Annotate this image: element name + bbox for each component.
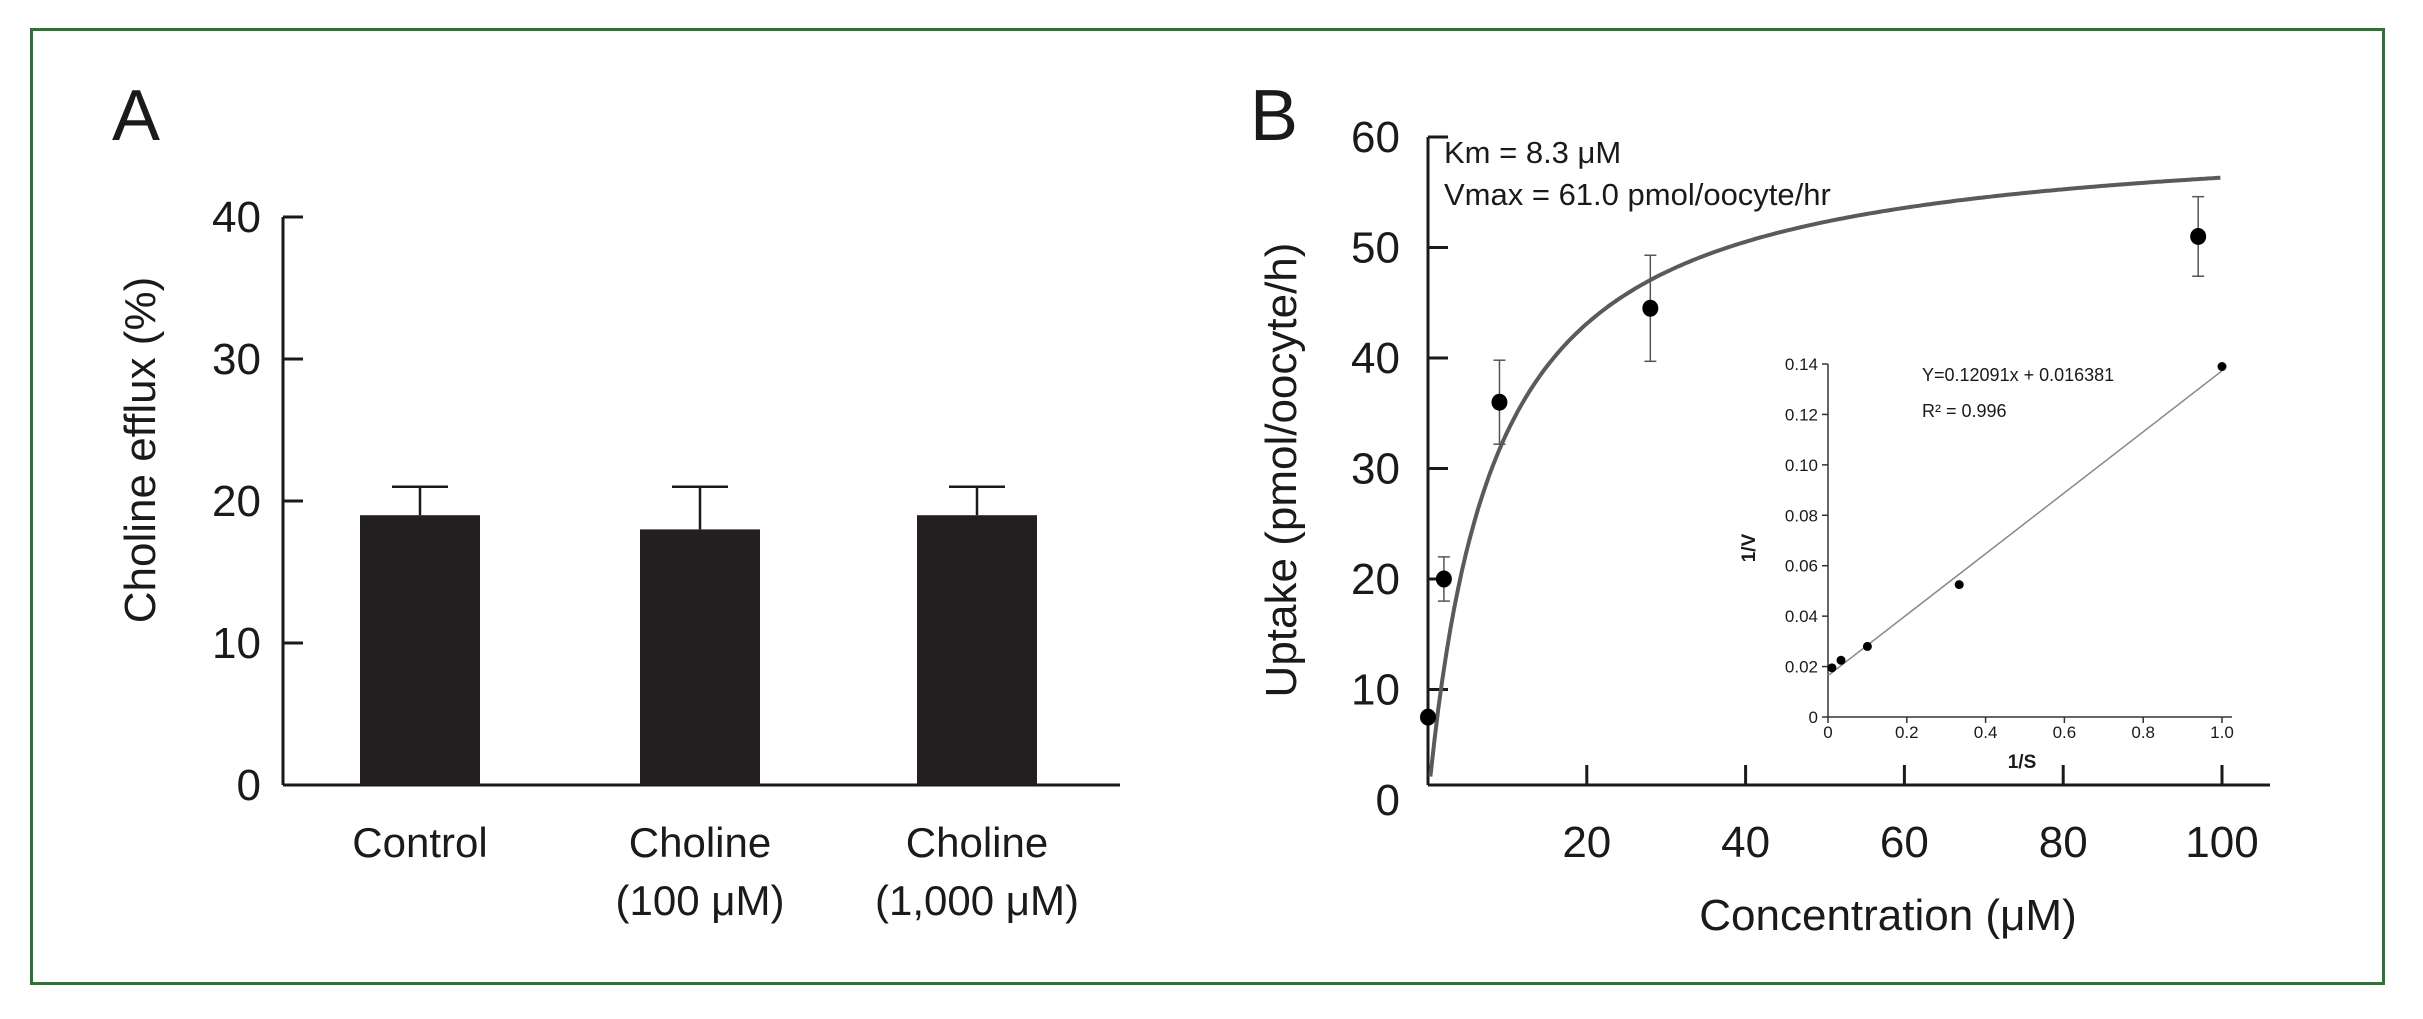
panel-label-a: A [112, 76, 160, 156]
inset-data-point [1954, 580, 1964, 590]
inset-y-tick-label: 0 [1809, 708, 1818, 727]
x-category-label: (100 μM) [616, 877, 785, 924]
inset-x-tick-label: 0.8 [2131, 723, 2155, 742]
panel-b-y-axis-label: Uptake (pmol/oocyte/h) [1257, 243, 1306, 698]
y-tick-label: 50 [1351, 224, 1400, 273]
x-tick-label: 40 [1721, 818, 1770, 867]
y-tick-label: 30 [1351, 445, 1400, 494]
bar-chart-panel-a: 0 10 20 30 40 Control Choline (100 μM) Choline (1… [212, 193, 1120, 924]
inset-data-point [2217, 362, 2227, 372]
inset-y-tick-label: 0.06 [1785, 557, 1818, 576]
data-point [1642, 299, 1659, 317]
x-tick-label: 20 [1562, 818, 1611, 867]
bar [640, 529, 760, 785]
y-tick-label: 20 [1351, 555, 1400, 604]
figure-frame [30, 28, 2385, 985]
x-category-label: Choline [906, 819, 1048, 866]
inset-y-tick-label: 0.10 [1785, 456, 1818, 475]
y-tick-label: 40 [212, 193, 261, 242]
x-tick-label: 80 [2039, 818, 2088, 867]
data-point [1491, 393, 1508, 411]
inset-equation: Y=0.12091x + 0.016381 [1922, 365, 2114, 385]
inset-y-tick-label: 0.14 [1785, 355, 1818, 374]
fit-curve [1428, 175, 2221, 777]
inset-x-tick-label: 1.0 [2210, 723, 2234, 742]
lineweaver-burk-inset: 0 0.02 0.04 0.06 0.08 0.10 0.12 0.14 0 0.2 0.4 0.6 0… [1785, 355, 2234, 742]
inset-y-tick-label: 0.02 [1785, 658, 1818, 677]
inset-x-tick-label: 0.6 [2053, 723, 2077, 742]
y-tick-label: 30 [212, 335, 261, 384]
inset-r-squared: R² = 0.996 [1922, 401, 2007, 421]
inset-y-tick-label: 0.04 [1785, 607, 1818, 626]
vmax-annotation: Vmax = 61.0 pmol/oocyte/hr [1444, 177, 1831, 212]
inset-x-axis-label: 1/S [2008, 752, 2037, 773]
y-tick-label: 10 [212, 619, 261, 668]
inset-data-point [1836, 655, 1846, 665]
km-annotation: Km = 8.3 μM [1444, 135, 1621, 170]
bar [360, 515, 480, 785]
inset-x-tick-label: 0.4 [1974, 723, 1998, 742]
kinetics-chart-panel-b: 0 10 20 30 40 50 60 20 40 60 80 100 [1351, 113, 2270, 867]
y-tick-label: 60 [1351, 113, 1400, 162]
x-tick-label: 100 [2185, 818, 2258, 867]
x-category-label: (1,000 μM) [875, 877, 1079, 924]
inset-y-tick-label: 0.12 [1785, 405, 1818, 424]
inset-x-tick-label: 0 [1823, 723, 1832, 742]
data-point [2190, 227, 2207, 245]
inset-y-axis-label: 1/V [1739, 533, 1760, 562]
y-tick-label: 10 [1351, 666, 1400, 715]
data-point [1420, 708, 1436, 726]
y-tick-label: 40 [1351, 334, 1400, 383]
y-tick-label: 0 [1376, 776, 1400, 825]
panel-b-x-axis-label: Concentration (μM) [1699, 891, 2076, 940]
inset-fit-line [1827, 370, 2223, 677]
panel-label-b: B [1250, 76, 1298, 156]
x-category-label: Control [352, 819, 487, 866]
bar [917, 515, 1037, 785]
y-tick-label: 0 [237, 761, 261, 810]
data-point [1435, 570, 1452, 588]
inset-data-point [1827, 663, 1837, 673]
y-tick-label: 20 [212, 477, 261, 526]
panel-a-y-axis-label: Choline efflux (%) [116, 277, 165, 623]
inset-y-tick-label: 0.08 [1785, 506, 1818, 525]
x-tick-label: 60 [1880, 818, 1929, 867]
inset-x-tick-label: 0.2 [1895, 723, 1919, 742]
inset-data-point [1862, 641, 1872, 651]
x-category-label: Choline [629, 819, 771, 866]
